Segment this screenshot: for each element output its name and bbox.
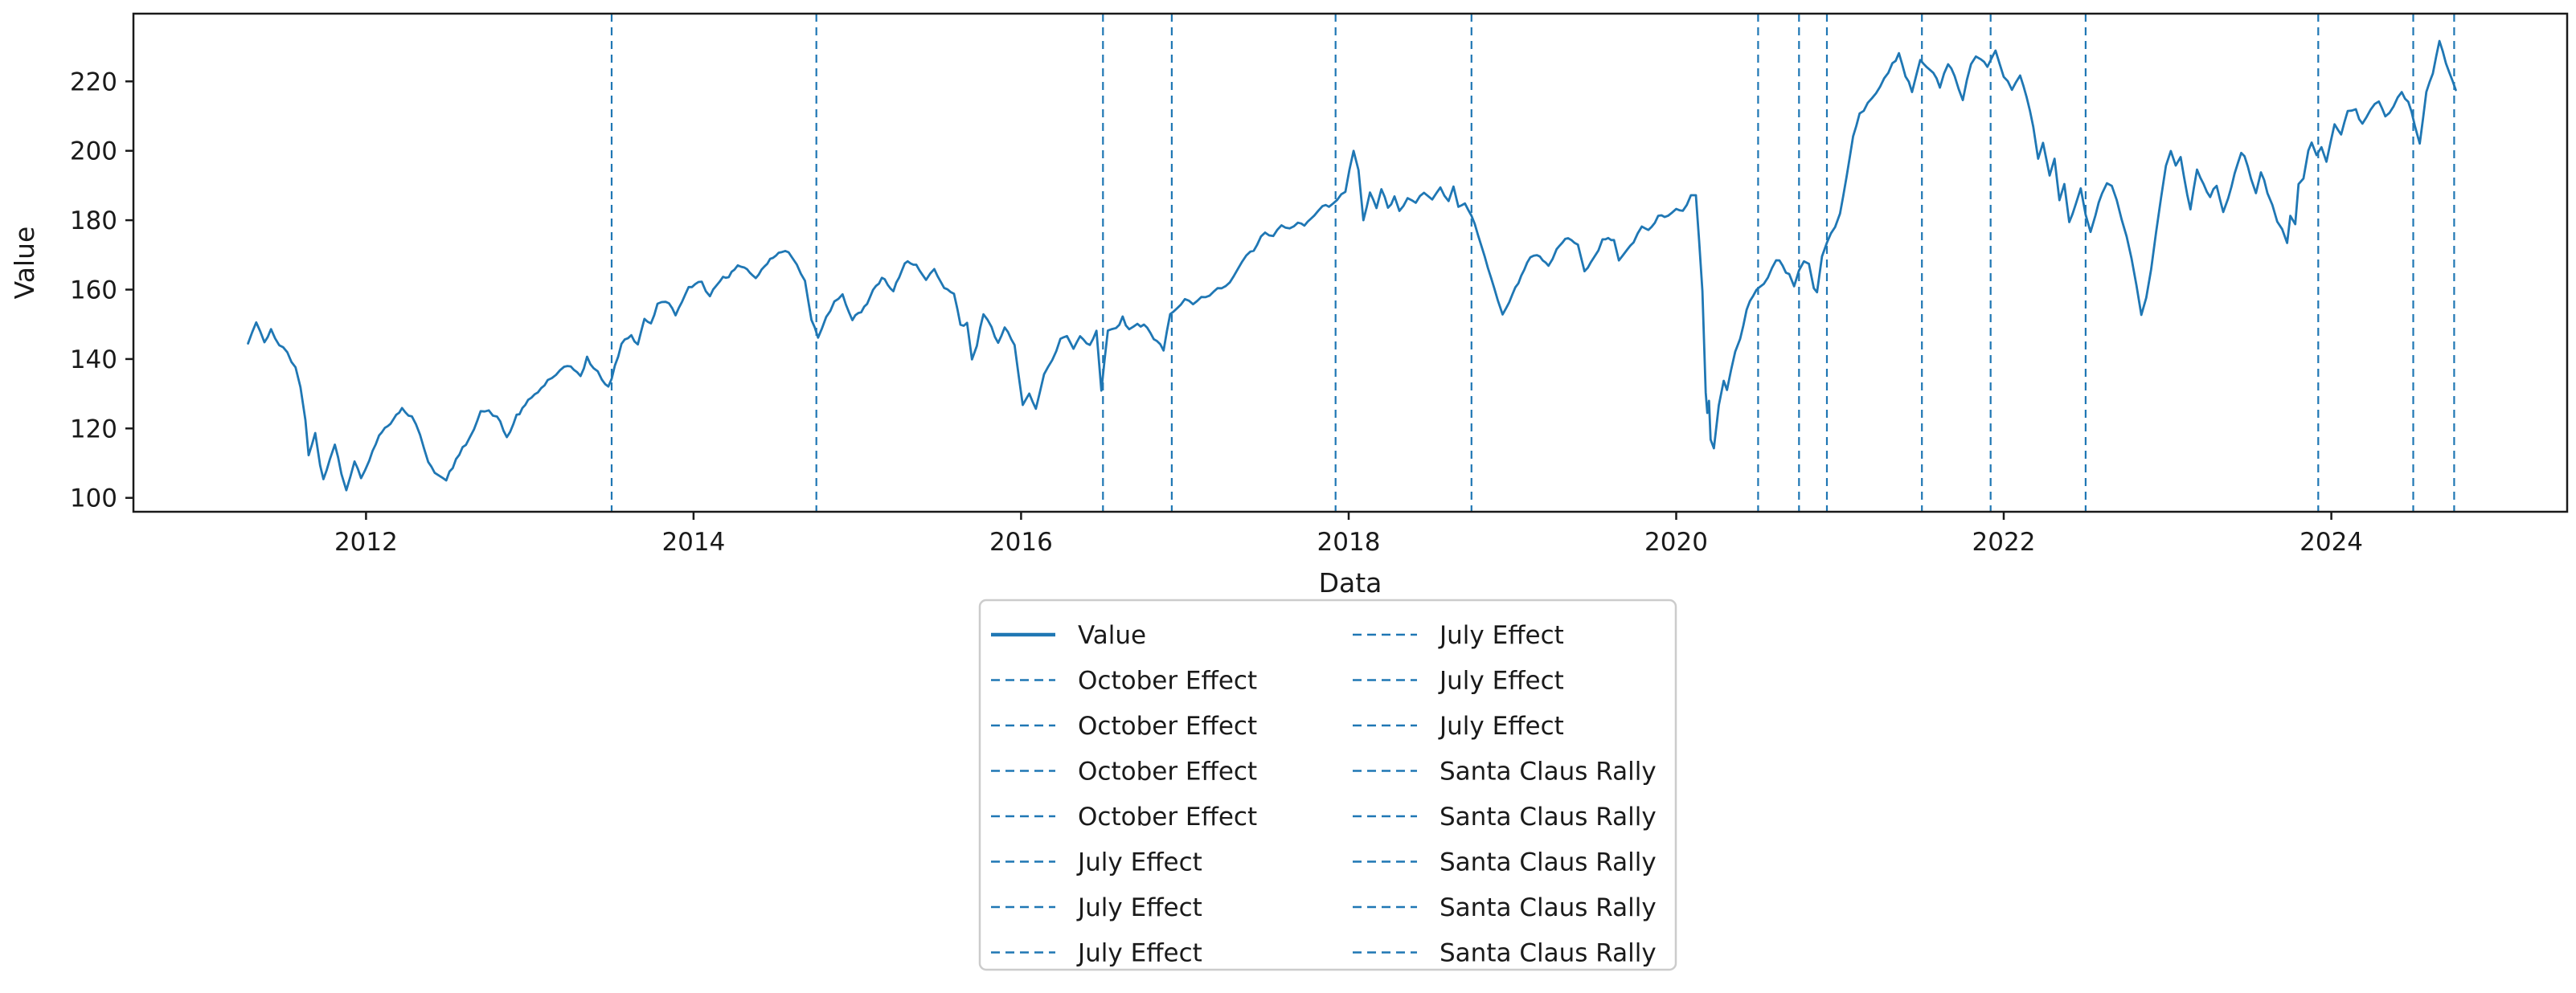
value-line-series xyxy=(247,39,2457,492)
legend: Value October Effect October Effect October… xyxy=(978,599,1677,971)
x-tick-label: 2024 xyxy=(2300,528,2363,557)
legend-item-label: July Effect xyxy=(1438,712,1564,741)
legend-item-label: Santa Claus Rally xyxy=(1440,893,1657,922)
x-tick-label: 2016 xyxy=(989,528,1053,557)
plot-area xyxy=(132,12,2569,513)
legend-item-label: Santa Claus Rally xyxy=(1440,758,1657,787)
y-tick-label: 180 xyxy=(70,206,117,235)
legend-item-label: Santa Claus Rally xyxy=(1440,848,1657,877)
legend-item-label: July Effect xyxy=(1076,939,1202,968)
y-tick-label: 220 xyxy=(70,67,117,96)
y-tick-label: 140 xyxy=(70,345,117,374)
y-axis-ticks: 100 120 140 160 180 200 220 xyxy=(70,67,133,513)
legend-item-label: Santa Claus Rally xyxy=(1440,939,1657,968)
y-tick-label: 160 xyxy=(70,276,117,305)
legend-item-label: Santa Claus Rally xyxy=(1440,803,1657,832)
legend-item-label: October Effect xyxy=(1078,712,1257,741)
legend-item-label: July Effect xyxy=(1438,667,1564,696)
y-axis-label: Value xyxy=(9,227,40,300)
legend-item-label: July Effect xyxy=(1438,621,1564,650)
x-tick-label: 2018 xyxy=(1317,528,1381,557)
legend-item-label: July Effect xyxy=(1076,848,1202,877)
y-tick-label: 100 xyxy=(70,484,117,513)
x-axis-ticks: 2012 2014 2016 2018 2020 2022 2024 xyxy=(334,512,2363,557)
legend-box xyxy=(978,599,1677,971)
x-tick-label: 2020 xyxy=(1644,528,1708,557)
y-tick-label: 120 xyxy=(70,415,117,443)
legend-item-label: October Effect xyxy=(1078,667,1257,696)
x-tick-label: 2012 xyxy=(334,528,398,557)
legend-item-label: Value xyxy=(1078,621,1146,650)
x-tick-label: 2022 xyxy=(1972,528,2036,557)
series-layer xyxy=(247,39,2457,492)
event-lines-layer xyxy=(610,14,2455,512)
y-tick-label: 200 xyxy=(70,137,117,166)
x-tick-label: 2014 xyxy=(661,528,725,557)
legend-item-label: October Effect xyxy=(1078,758,1257,787)
x-axis-label: Data xyxy=(1319,567,1382,599)
legend-item-label: July Effect xyxy=(1076,893,1202,922)
legend-item-label: October Effect xyxy=(1078,803,1257,832)
